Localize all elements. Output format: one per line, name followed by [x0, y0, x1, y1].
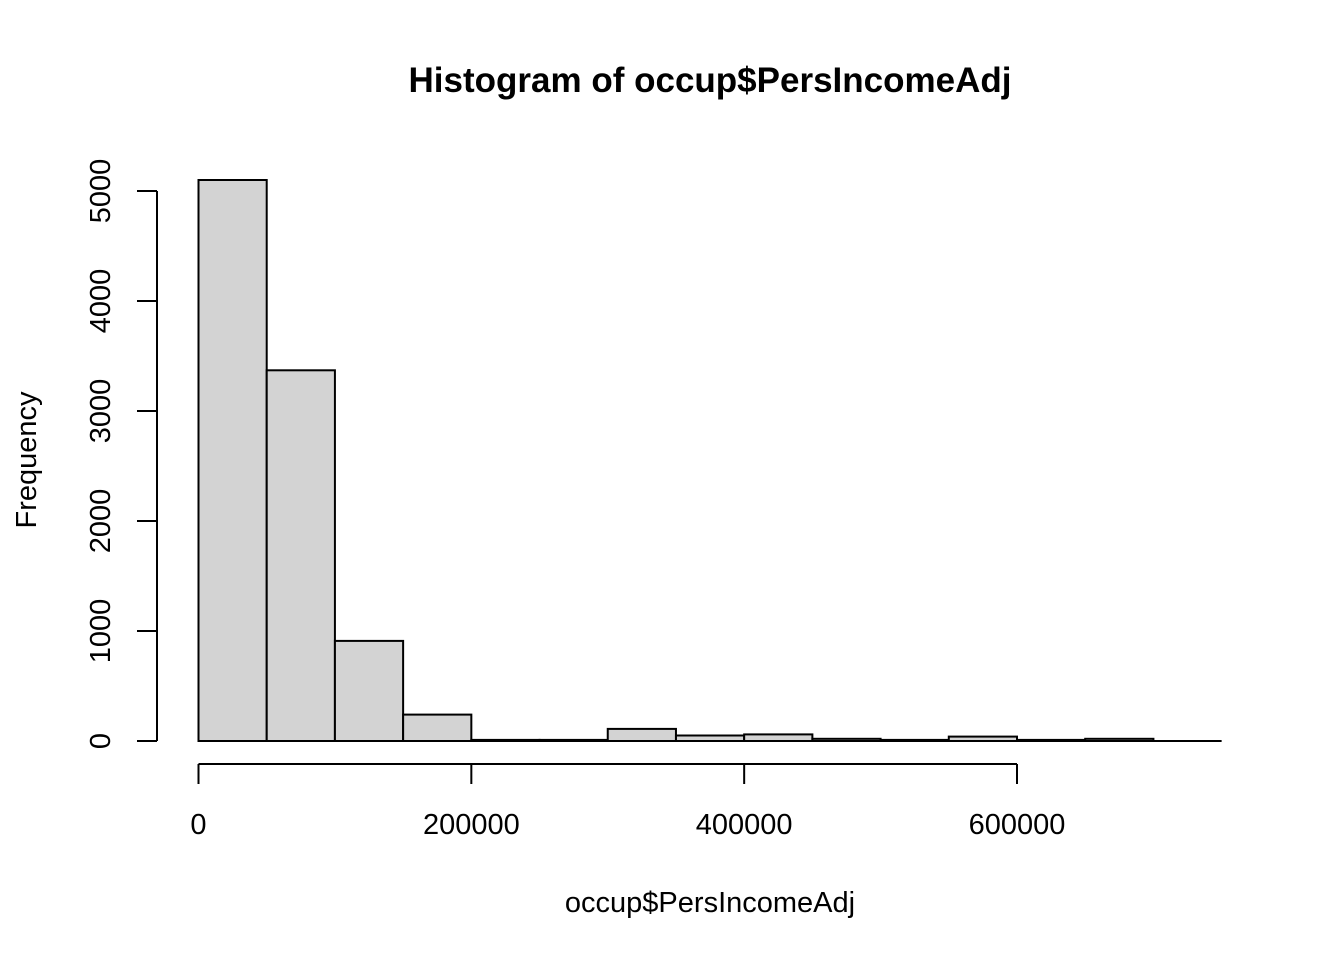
y-tick-label: 0 [85, 733, 117, 749]
y-tick-label: 1000 [85, 599, 117, 664]
x-tick-label: 0 [190, 809, 206, 841]
histogram-bar [402, 713, 473, 742]
x-tick-label: 400000 [696, 809, 793, 841]
y-tick-label: 3000 [85, 379, 117, 444]
histogram-bar [333, 639, 405, 743]
y-tick-label: 2000 [85, 489, 117, 554]
y-axis-label: Frequency [11, 391, 43, 529]
y-tick-label: 5000 [85, 159, 117, 224]
x-axis: 0 200000 400000 600000 [190, 763, 1066, 841]
histogram-bar [197, 179, 268, 742]
y-axis: 0 1000 2000 3000 4000 5000 [85, 159, 158, 749]
x-axis-label: occup$PersIncomeAdj [565, 887, 855, 919]
y-tick-label: 4000 [85, 269, 117, 334]
x-tick-label: 600000 [969, 809, 1066, 841]
histogram-bar [265, 369, 336, 742]
x-tick-label: 200000 [423, 809, 520, 841]
histogram-bar [606, 727, 677, 743]
chart-title: Histogram of occup$PersIncomeAdj [409, 61, 1012, 100]
histogram-bars [197, 179, 1222, 743]
